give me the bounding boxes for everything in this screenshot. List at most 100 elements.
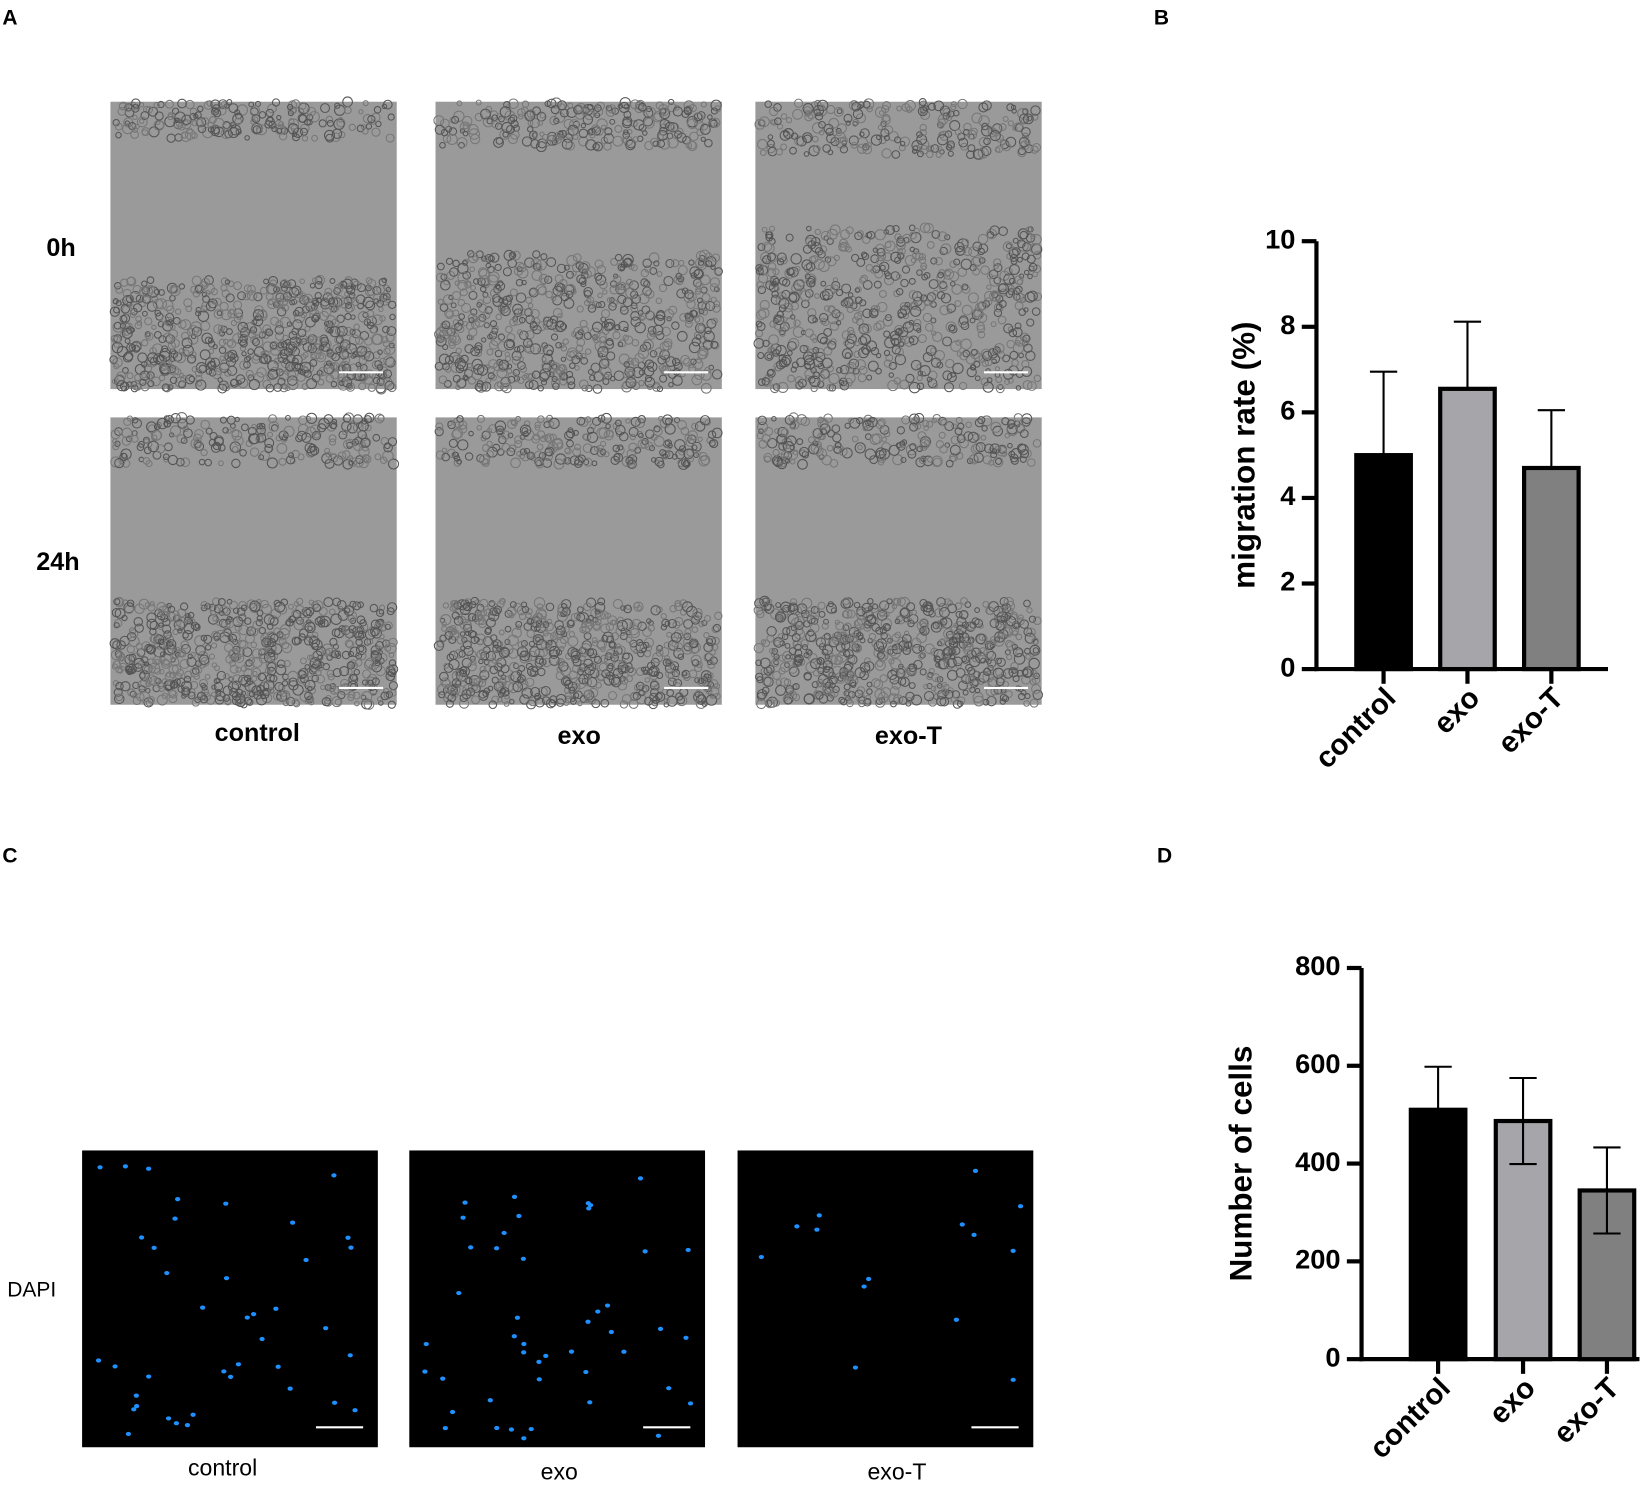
cell	[168, 329, 178, 340]
cell	[345, 285, 356, 295]
cell	[940, 293, 952, 304]
cell	[554, 274, 564, 284]
cell	[234, 117, 242, 126]
cell	[355, 335, 364, 345]
cell	[112, 118, 120, 127]
cell	[309, 359, 318, 367]
cell	[826, 383, 834, 392]
cell	[367, 278, 377, 289]
cell	[109, 306, 121, 317]
cell	[711, 303, 721, 313]
cell	[580, 281, 587, 288]
cell	[655, 101, 664, 110]
cell	[277, 121, 285, 128]
cell	[596, 264, 607, 275]
cell	[314, 292, 322, 300]
cell	[994, 366, 1001, 372]
cell	[207, 121, 215, 129]
cell	[621, 137, 628, 144]
cell	[491, 114, 499, 121]
cell	[299, 278, 305, 285]
cell	[937, 118, 946, 127]
cell	[256, 127, 263, 134]
cell	[384, 375, 391, 382]
cell	[917, 334, 927, 344]
cell	[1022, 132, 1030, 140]
cell	[365, 277, 373, 285]
cell	[930, 257, 938, 265]
cell	[927, 378, 938, 389]
cell	[531, 370, 541, 379]
cell	[380, 292, 388, 300]
cell	[565, 283, 577, 295]
cell	[617, 294, 627, 305]
cell	[314, 274, 326, 286]
cell	[384, 297, 391, 304]
cell	[338, 131, 346, 139]
cell	[587, 103, 594, 111]
cell	[517, 361, 526, 370]
cell	[267, 360, 279, 372]
cell	[275, 320, 284, 328]
cell	[532, 132, 539, 138]
cell	[569, 350, 578, 359]
cell	[497, 280, 504, 287]
cell	[945, 144, 953, 151]
cell	[335, 335, 344, 344]
cell	[514, 346, 521, 353]
cell	[267, 103, 277, 114]
cell	[441, 320, 451, 330]
cell	[556, 291, 563, 298]
cell	[180, 131, 192, 143]
cell	[191, 275, 202, 286]
cell	[476, 364, 489, 376]
cell	[328, 304, 336, 311]
cell	[308, 111, 320, 123]
cell	[995, 134, 1005, 143]
cell	[457, 262, 469, 275]
cell	[1018, 147, 1027, 156]
cell	[646, 361, 658, 373]
cell	[607, 104, 617, 114]
cell	[517, 307, 526, 316]
cell	[757, 285, 767, 295]
cell	[237, 321, 249, 333]
cell	[440, 279, 451, 291]
cell	[468, 128, 481, 140]
cell	[274, 299, 284, 309]
cell	[580, 261, 591, 272]
cell	[585, 139, 597, 151]
cell	[482, 295, 492, 305]
cell	[558, 134, 564, 141]
cell	[698, 254, 706, 263]
cell	[1002, 116, 1009, 123]
cell	[622, 297, 633, 308]
cell	[532, 250, 541, 259]
cell	[273, 383, 283, 392]
cell	[927, 370, 938, 381]
cell	[780, 113, 788, 120]
cell	[610, 375, 616, 382]
cell	[191, 120, 198, 127]
cell	[210, 126, 220, 137]
cell	[218, 338, 227, 347]
cell	[814, 293, 820, 299]
cell	[325, 115, 334, 124]
cell	[448, 127, 458, 136]
cell	[600, 354, 607, 361]
cell	[563, 298, 575, 309]
cell	[600, 366, 612, 378]
cell	[496, 367, 508, 379]
cell	[952, 109, 960, 117]
cell	[534, 263, 543, 272]
cell	[474, 382, 484, 392]
cell	[294, 338, 303, 347]
cell	[551, 295, 557, 302]
cell	[128, 101, 138, 111]
cell	[637, 102, 647, 112]
cell	[490, 335, 501, 346]
cell	[329, 326, 341, 338]
cell	[525, 296, 533, 304]
cell	[516, 345, 525, 353]
cell	[375, 383, 387, 395]
